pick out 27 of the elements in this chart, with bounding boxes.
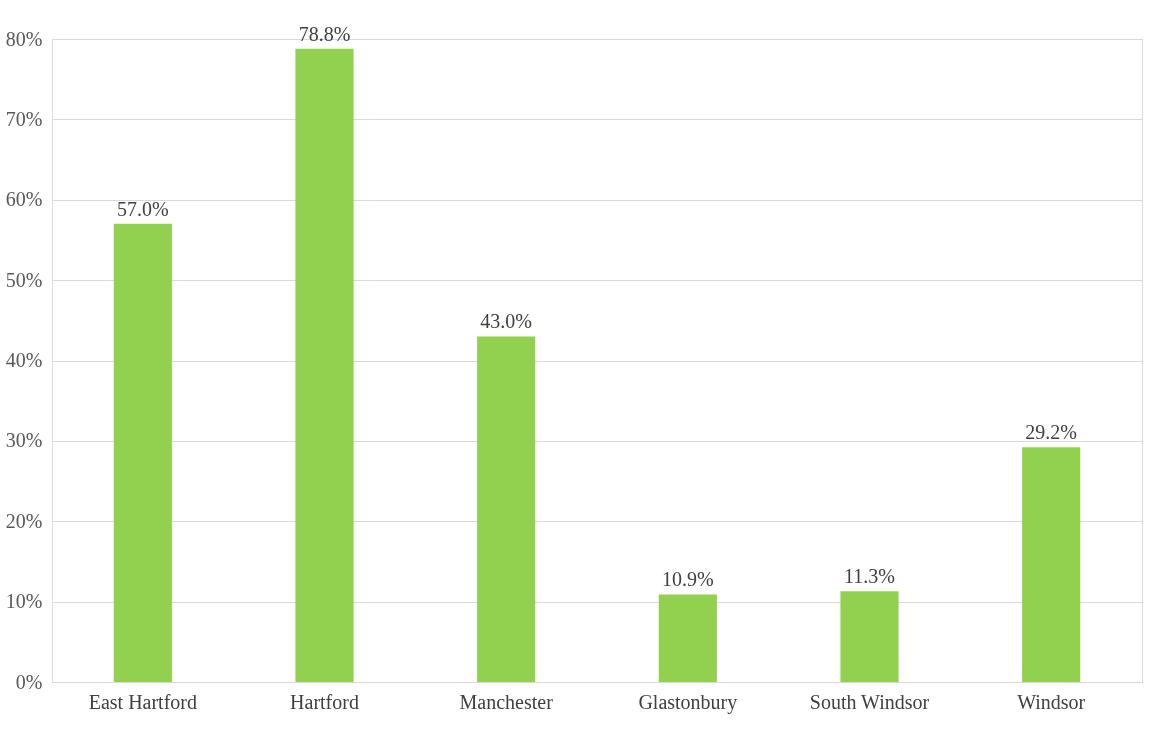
bar bbox=[113, 223, 172, 682]
y-tick-label: 70% bbox=[5, 107, 43, 130]
data-label: 57.0% bbox=[117, 197, 169, 220]
bar bbox=[658, 594, 717, 682]
x-tick-label: East Hartford bbox=[88, 690, 197, 713]
data-label: 78.8% bbox=[298, 22, 351, 45]
y-tick-label: 80% bbox=[5, 27, 43, 50]
data-label: 29.2% bbox=[1025, 421, 1077, 444]
y-tick-label: 30% bbox=[5, 429, 43, 452]
y-tick-label: 40% bbox=[5, 349, 43, 371]
x-tick-label: Glastonbury bbox=[638, 690, 738, 714]
x-tick-label: Manchester bbox=[459, 690, 554, 713]
x-tick-label: South Windsor bbox=[809, 690, 930, 713]
bar bbox=[477, 336, 536, 682]
data-label: 11.3% bbox=[844, 565, 895, 588]
x-tick-label: Hartford bbox=[290, 690, 359, 713]
y-tick-label: 0% bbox=[15, 670, 43, 693]
data-label: 10.9% bbox=[662, 568, 714, 591]
y-tick-label: 20% bbox=[5, 509, 43, 532]
x-tick-label: Windsor bbox=[1017, 690, 1086, 713]
y-tick-label: 10% bbox=[5, 590, 43, 613]
bar bbox=[295, 48, 354, 682]
y-tick-label: 50% bbox=[5, 268, 43, 291]
data-label: 43.0% bbox=[480, 310, 532, 333]
bar bbox=[1022, 447, 1081, 682]
bar bbox=[840, 591, 899, 682]
y-tick-label: 60% bbox=[5, 188, 43, 211]
